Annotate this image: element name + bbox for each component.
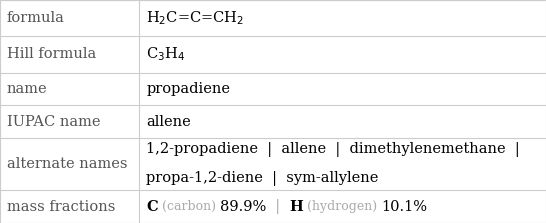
Text: Hill formula: Hill formula	[7, 47, 96, 61]
Text: alternate names: alternate names	[7, 157, 127, 171]
Text: C: C	[146, 200, 158, 214]
Text: C$_3$H$_4$: C$_3$H$_4$	[146, 45, 186, 63]
Text: allene: allene	[146, 115, 191, 129]
Text: 10.1%: 10.1%	[382, 200, 428, 214]
Text: propa-1,2-diene  |  sym-allylene: propa-1,2-diene | sym-allylene	[146, 171, 379, 186]
Text: mass fractions: mass fractions	[7, 200, 115, 214]
Text: propadiene: propadiene	[146, 82, 230, 96]
Text: 1,2-propadiene  |  allene  |  dimethylenemethane  |: 1,2-propadiene | allene | dimethylenemet…	[146, 142, 520, 157]
Text: IUPAC name: IUPAC name	[7, 115, 100, 129]
Text: H$_2$C=C=CH$_2$: H$_2$C=C=CH$_2$	[146, 9, 245, 27]
Text: name: name	[7, 82, 47, 96]
Text: (hydrogen): (hydrogen)	[304, 200, 382, 213]
Text: formula: formula	[7, 11, 64, 25]
Text: (carbon): (carbon)	[158, 200, 220, 213]
Text: H: H	[289, 200, 304, 214]
Text: |: |	[266, 199, 289, 214]
Text: 89.9%: 89.9%	[220, 200, 266, 214]
